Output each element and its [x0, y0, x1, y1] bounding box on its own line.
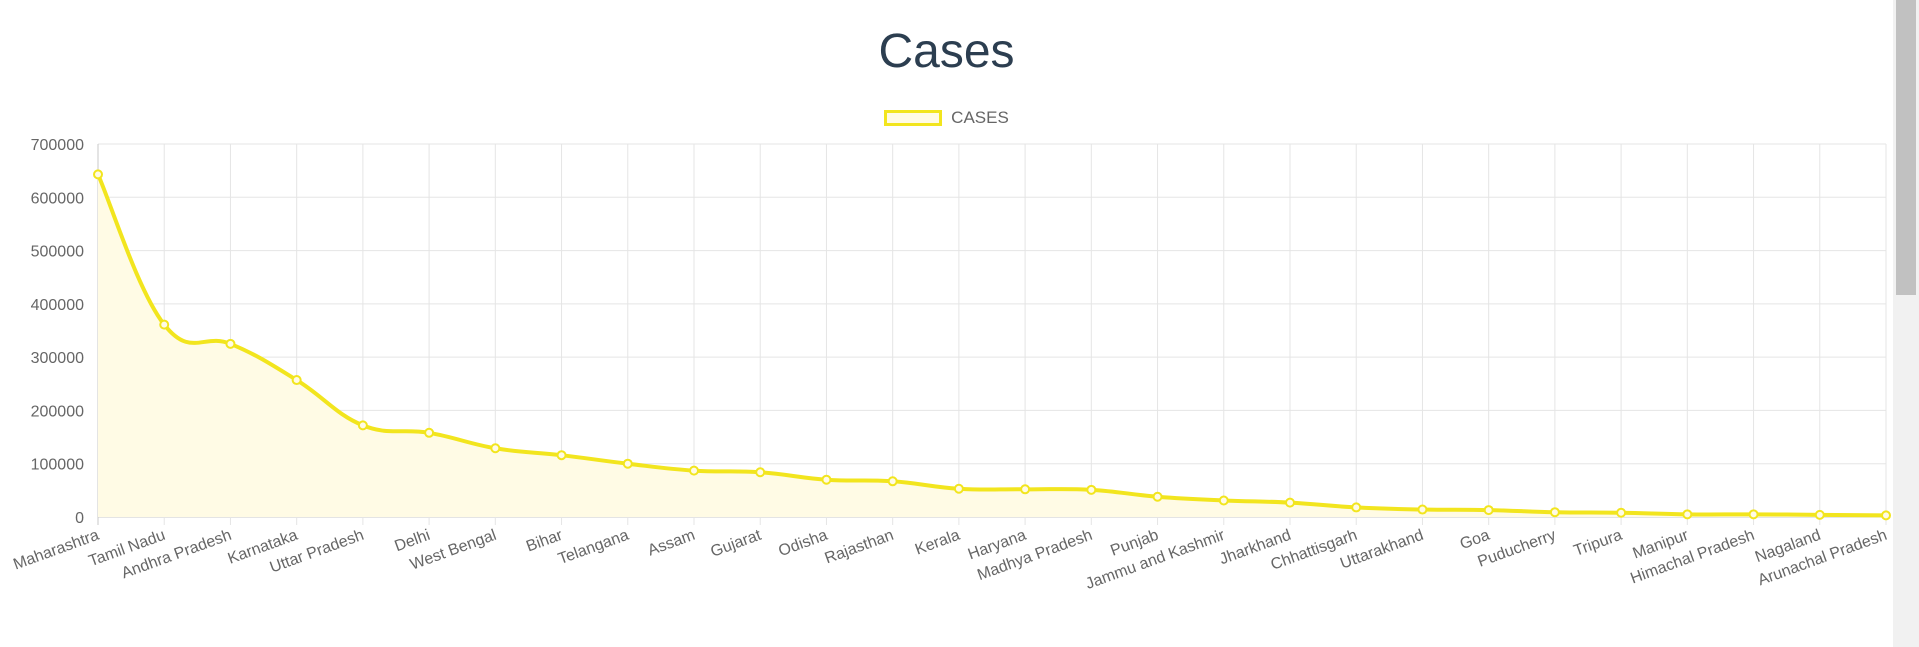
data-point-22	[1549, 507, 1560, 518]
legend-swatch-cases[interactable]	[884, 110, 943, 126]
y-axis-ticks: 0 100000 200000 300000 400000 500000 600000 700…	[31, 137, 84, 527]
data-point-26	[1814, 509, 1825, 520]
data-point-7	[556, 450, 567, 461]
x-tick-label: Telangana	[556, 527, 631, 568]
data-point-6	[490, 443, 501, 454]
legend[interactable]: CASES	[0, 108, 1893, 128]
area-fill-cases	[98, 174, 1886, 517]
data-point-16	[1152, 491, 1163, 502]
data-point-12	[887, 476, 898, 487]
y-tick-label: 600000	[31, 190, 84, 207]
scrollbar-thumb[interactable]	[1896, 0, 1916, 295]
y-tick-label: 700000	[31, 137, 84, 154]
legend-label-cases[interactable]: CASES	[951, 108, 1009, 127]
y-tick-label: 0	[75, 510, 84, 527]
x-tick-label: Gujarat	[708, 527, 764, 561]
x-tick-label: Odisha	[776, 527, 830, 560]
data-point-17	[1218, 495, 1229, 506]
y-tick-label: 400000	[31, 297, 84, 314]
data-point-27	[1881, 510, 1891, 521]
data-point-3	[291, 375, 302, 386]
y-tick-label: 500000	[31, 244, 84, 261]
data-point-20	[1417, 504, 1428, 515]
x-tick-label: Rajasthan	[823, 527, 897, 568]
y-tick-label: 300000	[31, 350, 84, 367]
data-point-15	[1086, 484, 1097, 495]
data-point-1	[159, 319, 170, 330]
x-tick-label: Kerala	[913, 527, 962, 559]
data-point-19	[1351, 502, 1362, 513]
y-tick-label: 100000	[31, 457, 84, 474]
vertical-scrollbar[interactable]	[1893, 0, 1919, 647]
data-point-2	[225, 338, 236, 349]
data-point-11	[821, 474, 832, 485]
data-point-13	[953, 483, 964, 494]
grid-lines	[97, 143, 1887, 525]
data-point-24	[1682, 509, 1693, 520]
points-layer	[93, 169, 1891, 521]
x-tick-label: Tripura	[1572, 527, 1625, 560]
data-point-23	[1616, 507, 1627, 518]
x-tick-label: Maharashtra	[11, 527, 101, 574]
data-point-21	[1483, 505, 1494, 516]
data-point-5	[424, 427, 435, 438]
data-point-10	[755, 467, 766, 478]
chart-title: Cases	[878, 25, 1015, 78]
data-point-0	[93, 169, 103, 180]
data-point-14	[1020, 484, 1031, 495]
x-tick-label: Goa	[1458, 527, 1492, 553]
data-point-9	[689, 465, 699, 476]
data-point-8	[622, 458, 633, 469]
y-tick-label: 200000	[31, 403, 84, 420]
data-point-18	[1285, 497, 1295, 508]
data-point-25	[1748, 509, 1759, 520]
area-layer	[98, 174, 1886, 517]
x-tick-label: Assam	[646, 527, 698, 560]
data-point-4	[357, 420, 368, 431]
